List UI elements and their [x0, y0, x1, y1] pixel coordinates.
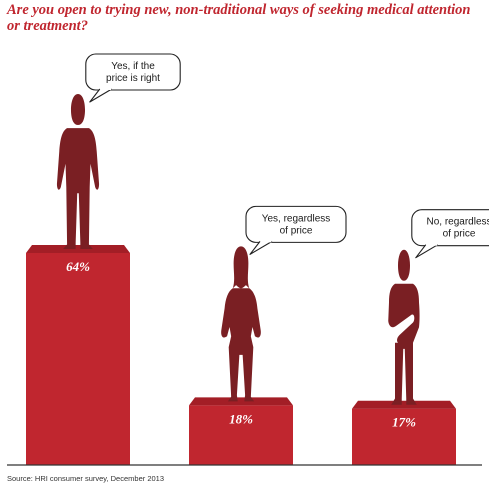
value-labels-layer: 64% 18% 17% — [66, 259, 416, 430]
bubble-text-2-1: Yes, regardless — [262, 213, 331, 224]
value-label-2: 18% — [229, 411, 253, 426]
source-note: Source: HRI consumer survey, December 20… — [7, 474, 165, 483]
man-icon — [56, 94, 100, 249]
woman-icon — [221, 246, 261, 402]
bar-1 — [26, 253, 130, 465]
bubble-text-1-1: Yes, if the — [111, 61, 155, 72]
bar-3 — [352, 408, 456, 465]
chart-title: Are you open to trying new, non-traditio… — [7, 2, 471, 34]
bubble-text-1-2: price is right — [106, 73, 160, 84]
bars-layer — [26, 245, 456, 465]
bubble-text-2-2: of price — [280, 225, 313, 236]
bar-2 — [189, 405, 293, 465]
bubble-text-3-1: No, regardless — [426, 217, 489, 228]
value-label-3: 17% — [392, 415, 416, 430]
bar-top-2 — [189, 397, 293, 406]
figures-layer — [56, 94, 420, 405]
bubble-text-3-2: of price — [443, 229, 476, 240]
bar-top-1 — [26, 245, 130, 253]
value-label-1: 64% — [66, 259, 90, 274]
man-arms-crossed-icon — [388, 249, 420, 405]
bar-top-3 — [352, 400, 456, 409]
